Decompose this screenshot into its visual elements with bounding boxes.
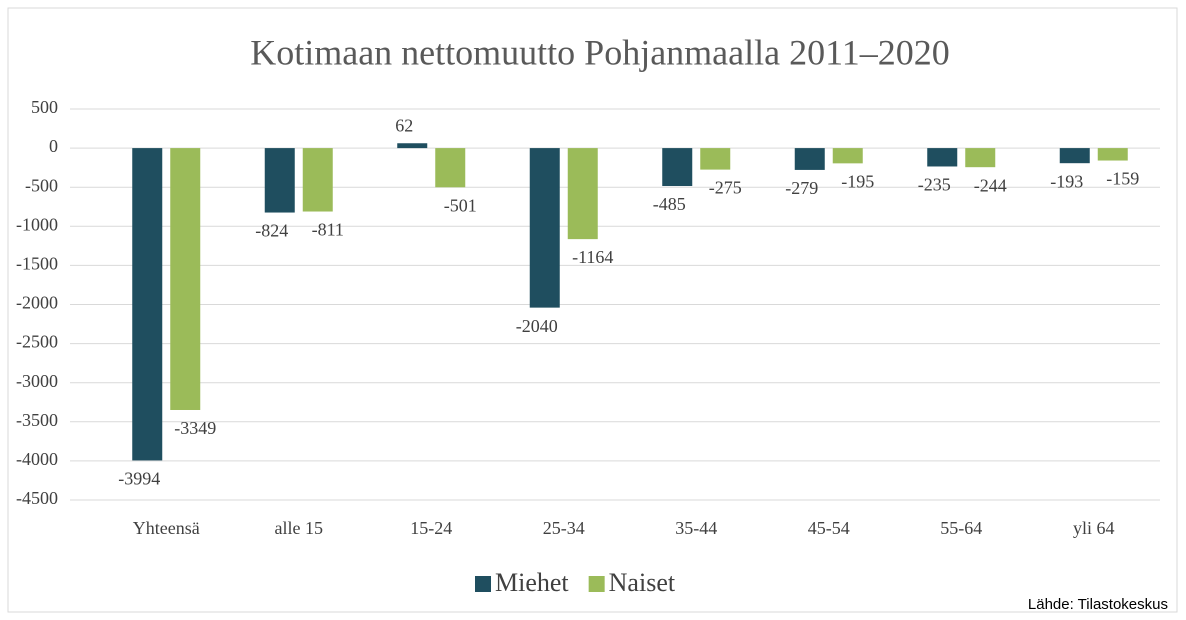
bar [662,148,693,187]
data-label: -159 [1106,169,1139,189]
source-note: Lähde: Tilastokeskus [1028,596,1168,613]
bar [529,148,560,308]
data-label: -485 [653,194,686,214]
y-tick-label: -3000 [16,371,58,391]
data-label: -824 [255,221,288,241]
bar [965,148,996,168]
y-tick-label: -4000 [16,449,58,469]
x-tick-label: 45-54 [808,518,850,538]
bar [927,148,958,167]
x-tick-label: yli 64 [1073,518,1115,538]
bar [832,148,863,164]
chart-title: Kotimaan nettomuutto Pohjanmaalla 2011–2… [250,32,950,72]
y-tick-label: -3500 [16,410,58,430]
data-label: -244 [974,175,1007,195]
legend-swatch [588,576,605,592]
bar [302,148,333,212]
bar [700,148,731,170]
data-label: -193 [1050,171,1083,191]
data-label: -2040 [516,316,558,336]
bar [435,148,466,188]
data-label: -3349 [174,418,216,438]
data-label: -811 [312,220,344,240]
data-label: -3994 [118,469,160,489]
x-tick-label: 25-34 [543,518,585,538]
y-tick-label: 500 [31,97,58,117]
data-label: -275 [709,178,742,198]
data-label: -1164 [572,247,613,267]
bar [170,148,201,410]
bar [397,143,428,149]
bar [264,148,295,213]
y-tick-label: -1000 [16,214,58,234]
bar [1097,148,1128,161]
x-tick-label: alle 15 [275,518,323,538]
legend-label: Naiset [609,568,676,597]
y-tick-label: -1500 [16,254,58,274]
bar [794,148,825,170]
bar [567,148,598,240]
x-tick-label: Yhteensä [133,518,200,538]
x-tick-label: 15-24 [410,518,452,538]
data-label: -195 [841,171,874,191]
y-tick-label: -500 [25,175,58,195]
legend-swatch [475,576,491,592]
y-tick-label: 0 [49,136,58,156]
x-tick-label: 35-44 [675,518,717,538]
x-tick-label: 55-64 [940,518,982,538]
legend-label: Miehet [495,568,569,597]
y-tick-label: -2000 [16,293,58,313]
bar [1059,148,1090,164]
y-tick-label: -4500 [16,488,58,508]
data-label: -279 [785,178,818,198]
y-tick-label: -2500 [16,332,58,352]
bar [132,148,163,461]
data-label: -501 [444,195,477,215]
data-label: -235 [918,175,951,195]
data-label: 62 [395,115,413,135]
